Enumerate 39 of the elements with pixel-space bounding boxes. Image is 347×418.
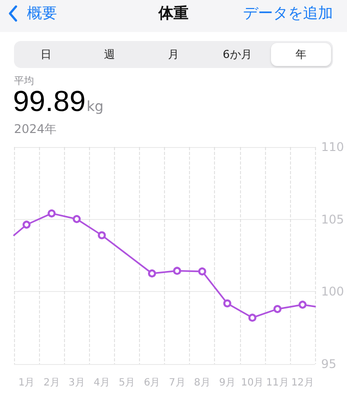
text: 平均 — [14, 75, 34, 88]
point — [72, 215, 81, 224]
text: 2024年 — [14, 121, 57, 138]
point — [22, 220, 31, 229]
chart-title: 体重 — [158, 4, 188, 22]
point — [198, 267, 206, 276]
y-tick-label: 110 — [321, 140, 344, 154]
y-tick-label: 105 — [321, 212, 344, 226]
x-tick-label: 8月 — [194, 378, 210, 388]
point — [98, 231, 106, 240]
x-tick-label: 9月 — [219, 378, 236, 388]
x-tick-label: 3月 — [68, 378, 85, 388]
text: 週 — [103, 47, 116, 63]
point — [173, 266, 182, 275]
y-tick-label: 100 — [321, 284, 344, 299]
point — [148, 269, 156, 278]
point — [248, 314, 256, 322]
text: 99.89 — [13, 86, 86, 118]
text: 月 — [166, 47, 180, 63]
x-tick-label: 12月 — [291, 378, 314, 388]
text: 日 — [39, 47, 52, 63]
point — [223, 299, 232, 308]
text: 年 — [271, 43, 331, 66]
text: kg — [86, 99, 104, 115]
x-tick-label: 11月 — [266, 378, 289, 388]
point — [48, 209, 56, 218]
y-tick-label: 95 — [321, 357, 336, 371]
text: 6か月 — [222, 47, 253, 63]
point — [298, 300, 307, 309]
x-tick-label: 10月 — [241, 378, 264, 388]
x-tick-label: 1月 — [18, 378, 35, 388]
x-tick-label: 6月 — [144, 378, 160, 388]
x-tick-label: 7月 — [168, 378, 186, 388]
point — [273, 305, 282, 314]
x-tick-label: 4月 — [94, 378, 110, 388]
x-tick-label: 2月 — [43, 378, 60, 388]
text: 概要 — [27, 4, 57, 23]
text: データを追加 — [243, 4, 333, 23]
x-tick-label: 5月 — [118, 378, 136, 388]
